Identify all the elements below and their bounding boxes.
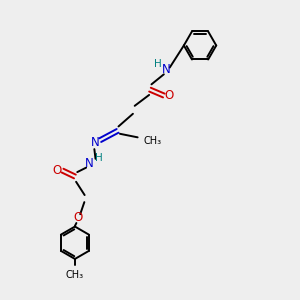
Text: CH₃: CH₃	[66, 270, 84, 280]
Text: N: N	[162, 62, 171, 76]
Text: H: H	[95, 153, 103, 163]
Text: N: N	[85, 157, 93, 170]
Text: CH₃: CH₃	[143, 136, 162, 146]
Text: O: O	[164, 89, 174, 102]
Text: O: O	[73, 211, 83, 224]
Text: O: O	[52, 164, 62, 177]
Text: N: N	[91, 136, 100, 149]
Text: H: H	[154, 59, 162, 69]
